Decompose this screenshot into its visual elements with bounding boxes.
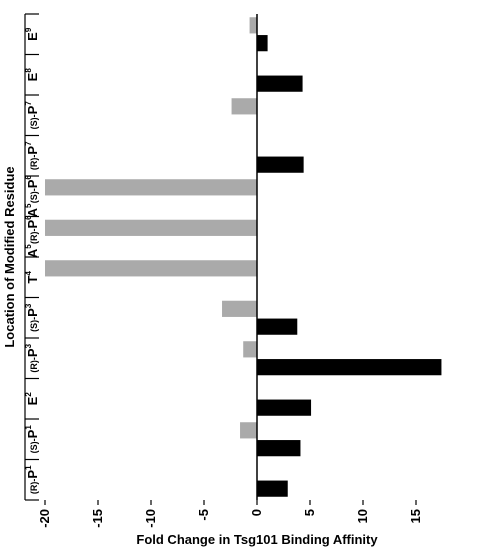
bar-negative [240,422,257,439]
category-label: A5 (S)-P6 [24,175,40,218]
x-tick-label: 15 [408,509,423,523]
category-label: E8 [24,68,40,82]
category-label: (S)-P7 [24,101,40,130]
category-label: E2 [24,392,40,406]
bar-negative [222,300,257,317]
bar-negative [249,17,257,34]
bar-negative [243,341,257,358]
category-labels: (R)-P1 (S)-P1 E2 (R)-P3 (S)-P3 T4 A5 (R)-P6A5 … [24,27,40,494]
bars [45,17,442,497]
bar-positive [257,480,288,497]
category-label: (R)-P1 [24,465,40,494]
bar-positive [257,359,442,376]
x-tick-label: 0 [249,509,264,516]
y-axis-label: Location of Modified Residue [2,166,17,347]
x-tick-label: 5 [302,509,317,516]
x-tick-label: -5 [196,509,211,521]
x-tick-label: 10 [355,509,370,523]
category-bands [24,13,39,501]
bar-negative [231,98,257,115]
category-label: (S)-P3 [24,303,40,332]
bar-positive [257,318,298,335]
category-label: (R)-P3 [24,343,40,372]
bar-negative [45,179,257,196]
x-tick-label: -10 [143,509,158,528]
bar-negative [45,260,257,277]
bar-positive [257,156,304,173]
x-tick-label: -20 [37,509,52,528]
x-tick-label: -15 [90,509,105,528]
bar-positive [257,75,303,92]
category-label: T4 [24,271,40,284]
bar-positive [257,35,268,52]
category-label: (S)-P1 [24,425,40,454]
bar-positive [257,440,301,457]
bar-negative [45,219,257,236]
category-label: (R)-P7 [24,141,40,170]
x-axis-label: Fold Change in Tsg101 Binding Affinity [136,532,378,547]
bar-positive [257,399,312,416]
x-axis-ticks: -20 -15 -10 -5 0 5 10 15 [37,500,423,528]
category-label: E9 [24,27,40,41]
category-label: A5 (R)-P6 [24,215,40,258]
